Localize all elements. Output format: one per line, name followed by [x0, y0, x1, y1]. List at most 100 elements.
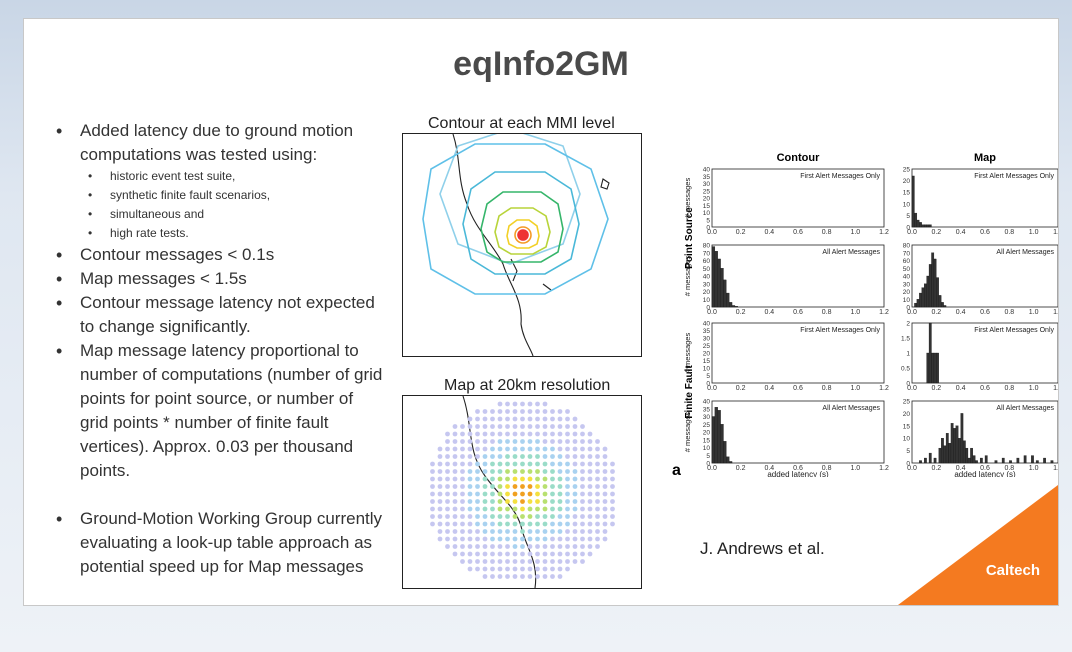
y-tick-label: 10 — [703, 297, 711, 304]
grid-point — [512, 551, 518, 557]
column-header: Contour — [777, 152, 820, 164]
grid-point — [460, 536, 465, 542]
grid-point — [475, 409, 480, 414]
grid-point — [497, 559, 503, 564]
grid-point — [565, 566, 570, 572]
grid-point — [542, 574, 548, 579]
grid-point — [565, 476, 570, 482]
grid-point — [587, 499, 593, 504]
grid-point — [482, 431, 488, 437]
histogram-bar — [950, 423, 954, 464]
caltech-logo: Caltech — [898, 485, 1058, 605]
grid-point — [505, 476, 510, 482]
grid-point — [572, 476, 578, 482]
grid-point — [610, 514, 615, 519]
grid-point — [445, 469, 450, 474]
grid-point — [565, 431, 570, 437]
grid-point — [587, 484, 593, 489]
grid-point — [572, 416, 578, 422]
grid-point — [497, 401, 503, 407]
grid-point — [475, 499, 480, 504]
grid-point — [572, 529, 578, 534]
grid-point — [572, 514, 578, 519]
histogram-bar — [1001, 457, 1005, 464]
grid-point — [460, 544, 465, 549]
bullet-item: Contour message latency not expected to … — [54, 291, 384, 339]
grid-point — [512, 544, 518, 549]
grid-point — [467, 514, 473, 519]
grid-point — [572, 469, 578, 474]
y-tick-label: 0.5 — [901, 366, 910, 373]
x-tick-label: 0.8 — [1004, 385, 1014, 392]
grid-point — [482, 424, 488, 429]
grid-point — [452, 536, 458, 542]
contour-map — [402, 128, 642, 357]
grid-point — [490, 409, 495, 414]
grid-point — [475, 544, 480, 549]
grid-point — [557, 484, 563, 489]
grid-point — [527, 536, 533, 542]
grid-point — [557, 529, 563, 534]
y-tick-label: 30 — [703, 336, 711, 343]
histogram-bar — [958, 438, 961, 464]
grid-point — [595, 499, 600, 504]
histogram-bar — [714, 407, 718, 464]
grid-point — [572, 446, 578, 452]
x-tick-label: 0.2 — [736, 229, 746, 236]
grid-point — [482, 536, 488, 542]
grid-point — [452, 544, 458, 549]
grid-point — [535, 446, 540, 452]
grid-point — [467, 544, 473, 549]
histogram-bar — [938, 295, 942, 308]
grid-point — [490, 454, 495, 459]
x-tick-label: 1.2 — [879, 309, 889, 316]
grid-point — [602, 461, 608, 467]
grid-point — [587, 536, 593, 542]
grid-point — [505, 566, 510, 572]
panel-title: All Alert Messages — [822, 405, 880, 412]
histogram-bar — [926, 275, 930, 308]
grid-point — [595, 536, 600, 542]
grid-point — [535, 469, 540, 474]
y-tick-label: 15 — [903, 423, 911, 430]
grid-point — [557, 409, 563, 414]
grid-point — [535, 514, 540, 519]
grid-point — [565, 544, 570, 549]
histogram-bar — [729, 461, 733, 464]
grid-point — [482, 484, 488, 489]
grid-point — [535, 551, 540, 557]
histogram-bar — [953, 428, 956, 464]
grid-point — [505, 559, 510, 564]
grid-point — [535, 529, 540, 534]
grid-point — [557, 551, 563, 557]
grid-point — [535, 484, 540, 489]
grid-point — [475, 424, 480, 429]
grid-point — [527, 446, 533, 452]
grid-point — [505, 499, 510, 504]
x-tick-label: 0.0 — [907, 309, 917, 316]
histogram-bar — [970, 447, 973, 464]
grid-point — [467, 416, 473, 422]
slide-title: eqInfo2GM — [453, 45, 629, 83]
x-tick-label: 0.4 — [956, 309, 966, 316]
sub-bullet-item: simultaneous and — [54, 205, 384, 224]
grid-point — [565, 484, 570, 489]
grid-point — [497, 484, 503, 489]
grid-point — [550, 566, 555, 572]
grid-point — [580, 536, 585, 542]
y-tick-label: 30 — [703, 181, 711, 188]
grid-point — [497, 416, 503, 422]
grid-point — [445, 514, 450, 519]
grid-point — [535, 544, 540, 549]
grid-point — [505, 424, 510, 429]
grid-point — [437, 514, 443, 519]
x-tick-label: 0.0 — [707, 229, 717, 236]
histogram-bar — [921, 224, 925, 228]
grid-point — [587, 461, 593, 467]
histogram-bar — [914, 212, 918, 228]
grid-point — [475, 559, 480, 564]
grid-point — [460, 469, 465, 474]
grid-point — [460, 499, 465, 504]
x-tick-label: 1.0 — [850, 385, 860, 392]
